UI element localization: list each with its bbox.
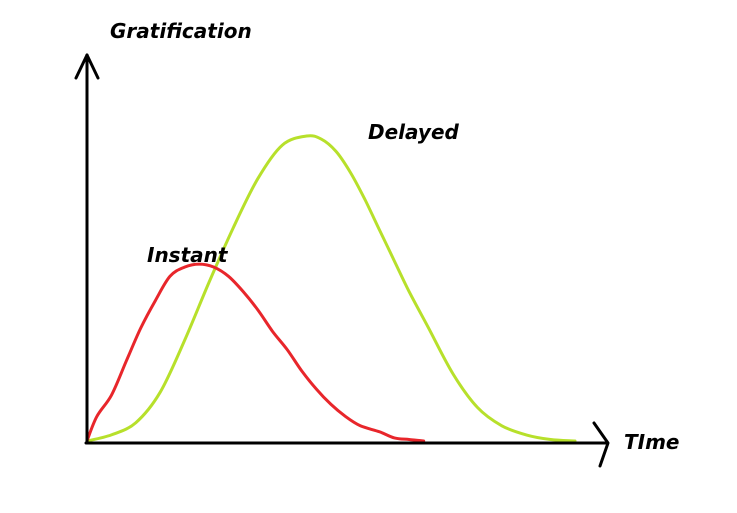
series-label-delayed: Delayed xyxy=(368,120,460,144)
series-label-instant: Instant xyxy=(147,243,229,267)
x-axis-label: TIme xyxy=(624,430,680,454)
x-axis-arrow xyxy=(592,421,610,468)
y-axis-arrow xyxy=(74,53,100,80)
series-line-instant xyxy=(85,262,426,443)
series-line-delayed xyxy=(85,134,577,443)
y-axis-label: Gratification xyxy=(110,19,252,43)
curves-layer xyxy=(85,134,577,443)
